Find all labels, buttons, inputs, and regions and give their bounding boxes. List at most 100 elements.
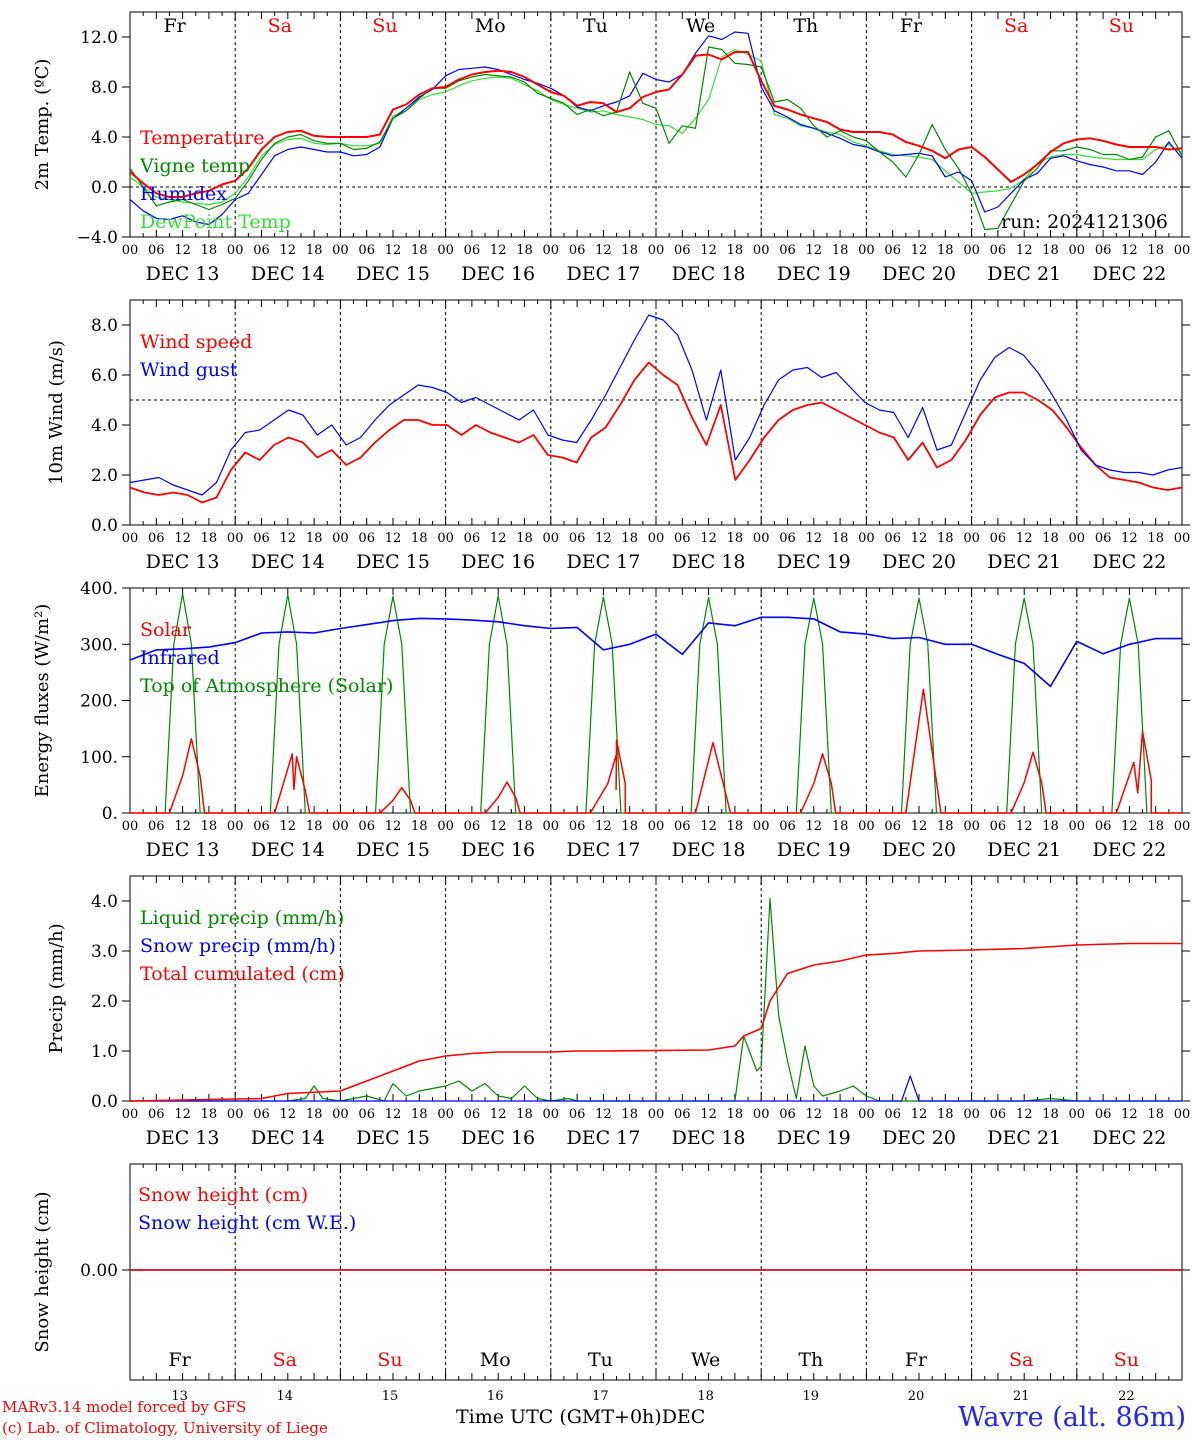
day-name: Fr [163,15,186,37]
day-name: Mo [475,15,506,37]
month-label: DEC [661,1406,706,1428]
hour-tick-label: 12 [385,819,402,834]
date-label: DEC 16 [461,263,535,285]
hour-tick-label: 18 [306,243,323,258]
hour-tick-label: 18 [201,531,218,546]
date-label: DEC 13 [146,263,220,285]
hour-tick-label: 12 [280,531,297,546]
y-axis-label: Snow height (cm) [32,1191,53,1352]
hour-tick-label: 06 [464,243,481,258]
y-tick-label: 3.0 [91,942,118,962]
hour-tick-label: 12 [1016,243,1033,258]
hour-tick-label: 12 [700,243,717,258]
date-label: DEC 18 [672,263,746,285]
hour-tick-label: 12 [1016,1107,1033,1122]
series-line-humidex [129,31,1183,226]
y-tick-label: 400. [80,579,118,599]
y-tick-label: 0.0 [91,178,118,198]
hour-tick-label: 06 [674,531,691,546]
legend-entry: Infrared [140,647,220,669]
series-line-total-cumulated-cm- [129,942,1182,1102]
bottom-day-name: Fr [168,1349,191,1371]
hour-tick-label: 06 [674,819,691,834]
bottom-day-number: 18 [697,1389,714,1404]
day-name: Th [793,15,818,37]
hour-tick-label: 18 [306,531,323,546]
date-label: DEC 14 [251,263,325,285]
date-label: DEC 19 [777,839,851,861]
hour-tick-label: 12 [911,1107,928,1122]
y-tick-label: 0.0 [91,1092,118,1112]
hour-tick-label: 12 [700,819,717,834]
date-label: DEC 18 [672,551,746,573]
date-label: DEC 17 [566,839,640,861]
hour-tick-label: 18 [621,243,638,258]
y-tick-label: 2.0 [91,992,118,1012]
hour-tick-label: 12 [174,1107,191,1122]
hour-tick-label: 06 [464,819,481,834]
legend-entry: Humidex [140,183,227,205]
hour-tick-label: 00 [227,819,244,834]
hour-tick-label: 06 [253,1107,270,1122]
hour-tick-label: 06 [1095,819,1112,834]
hour-tick-label: 18 [201,819,218,834]
hour-tick-label: 18 [516,531,533,546]
date-label: DEC 15 [356,1127,430,1149]
y-tick-label: 0.00 [80,1261,118,1281]
hour-tick-label: 00 [963,819,980,834]
date-label: DEC 18 [672,1127,746,1149]
day-name: Sa [1004,15,1028,37]
bottom-day-name: Sa [1009,1349,1033,1371]
hour-tick-label: 18 [1042,1107,1059,1122]
hour-tick-label: 18 [937,1107,954,1122]
hour-tick-label: 06 [253,531,270,546]
legend-entry: Wind gust [140,359,238,381]
hour-tick-label: 00 [543,531,560,546]
legend-entry: Liquid precip (mm/h) [140,907,344,929]
date-label: DEC 18 [672,839,746,861]
date-label: DEC 13 [146,1127,220,1149]
hour-tick-label: 06 [358,819,375,834]
hour-tick-label: 18 [1147,531,1164,546]
hour-tick-label: 12 [490,243,507,258]
y-tick-label: 4.0 [91,416,118,436]
hour-tick-label: 06 [1095,243,1112,258]
bottom-day-name: Sa [273,1349,297,1371]
hour-tick-label: 06 [990,531,1007,546]
legend-entry: Temperature [140,127,264,149]
hour-tick-label: 12 [1121,1107,1138,1122]
hour-tick-label: 18 [937,243,954,258]
hour-tick-label: 06 [990,819,1007,834]
y-tick-label: 6.0 [91,366,118,386]
hour-tick-label: 12 [1121,531,1138,546]
hour-tick-label: 12 [595,531,612,546]
hour-tick-label: 00 [1069,531,1086,546]
hour-tick-label: 18 [621,1107,638,1122]
hour-tick-label: 18 [306,819,323,834]
station-name: Wavre (alt. 86m) [958,1402,1186,1433]
date-label: DEC 13 [146,551,220,573]
date-label: DEC 15 [356,839,430,861]
bottom-day-name: Tu [588,1349,613,1371]
bottom-day-number: 21 [1013,1389,1030,1404]
bottom-day-number: 20 [908,1389,925,1404]
date-label: DEC 21 [987,263,1061,285]
legend-entry: Snow height (cm W.E.) [138,1212,356,1234]
hour-tick-label: 12 [595,819,612,834]
series-line-wind-speed [129,361,1183,504]
hour-tick-label: 00 [543,1107,560,1122]
hour-tick-label: 12 [1121,819,1138,834]
hour-tick-label: 00 [437,819,454,834]
date-label: DEC 17 [566,551,640,573]
bottom-day-number: 22 [1118,1389,1135,1404]
hour-tick-label: 00 [648,819,665,834]
date-label: DEC 20 [882,263,956,285]
hour-tick-label: 18 [937,531,954,546]
date-label: DEC 17 [566,1127,640,1149]
hour-tick-label: 00 [227,1107,244,1122]
hour-tick-label: 12 [595,1107,612,1122]
hour-tick-label: 06 [779,243,796,258]
hour-tick-label: 18 [832,1107,849,1122]
hour-tick-label: 06 [569,1107,586,1122]
hour-tick-label: 12 [700,531,717,546]
